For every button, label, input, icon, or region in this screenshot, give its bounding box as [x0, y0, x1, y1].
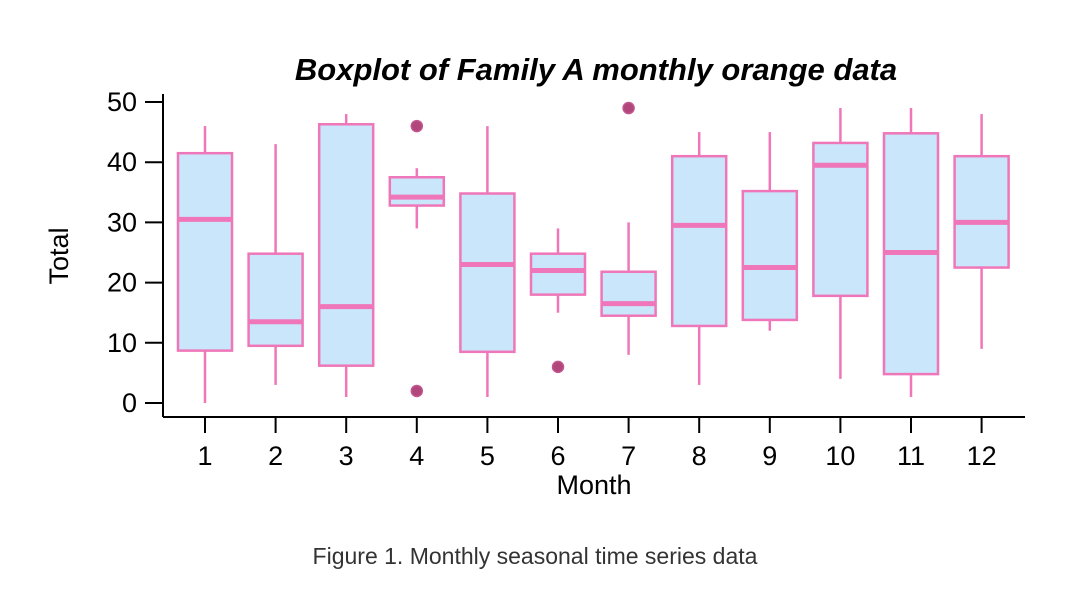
x-tick-label: 1 [197, 441, 212, 471]
outlier-point [622, 101, 635, 115]
iqr-box [812, 141, 869, 298]
box-month-3 [317, 114, 375, 397]
box-month-8 [670, 132, 728, 385]
y-tick-label: 40 [107, 147, 137, 177]
chart-title: Boxplot of Family A monthly orange data [295, 52, 897, 87]
box-month-5 [459, 126, 516, 397]
box-month-6 [529, 228, 587, 374]
iqr-box [317, 123, 375, 367]
iqr-box [670, 154, 728, 328]
iqr-box [176, 151, 234, 352]
y-tick-label: 10 [107, 328, 137, 358]
x-tick-label: 12 [967, 441, 997, 471]
iqr-box [459, 192, 516, 354]
box-month-12 [953, 114, 1010, 349]
y-tick-label: 30 [107, 207, 137, 237]
x-tick-label: 9 [762, 441, 777, 471]
box-month-7 [600, 101, 657, 355]
y-axis: 0 10 20 30 40 50 [107, 87, 163, 418]
x-axis: 1 2 3 4 5 6 7 8 9 10 11 12 [197, 417, 997, 471]
x-tick-label: 11 [897, 441, 925, 471]
y-tick-label: 0 [122, 388, 137, 418]
box-month-1 [176, 126, 234, 403]
y-tick-label: 50 [107, 87, 137, 117]
outlier-point [551, 360, 565, 374]
iqr-box [741, 189, 799, 322]
box-month-10 [812, 108, 869, 379]
figure-caption: Figure 1. Monthly seasonal time series d… [312, 543, 758, 569]
x-tick-label: 5 [480, 441, 495, 471]
iqr-box [529, 252, 587, 296]
x-tick-label: 4 [409, 441, 424, 471]
x-tick-label: 10 [825, 441, 855, 471]
box-month-9 [741, 132, 799, 331]
x-tick-label: 6 [550, 441, 565, 471]
y-axis-label: Total [44, 227, 74, 284]
iqr-box [388, 176, 446, 207]
box-month-2 [247, 144, 304, 385]
boxplot-chart: Boxplot of Family A monthly orange data … [44, 52, 1025, 500]
x-tick-label: 2 [268, 441, 283, 471]
iqr-box [953, 154, 1010, 269]
y-tick-label: 20 [107, 268, 137, 298]
x-tick-label: 3 [339, 441, 354, 471]
iqr-box [600, 270, 657, 317]
x-tick-label: 7 [621, 441, 636, 471]
plot-area [176, 101, 1010, 403]
box-month-4 [388, 119, 446, 398]
outlier-point [410, 384, 424, 398]
x-axis-label: Month [556, 470, 631, 500]
outlier-point [410, 119, 424, 133]
box-month-11 [882, 108, 940, 397]
x-tick-label: 8 [692, 441, 707, 471]
iqr-box [247, 252, 304, 348]
